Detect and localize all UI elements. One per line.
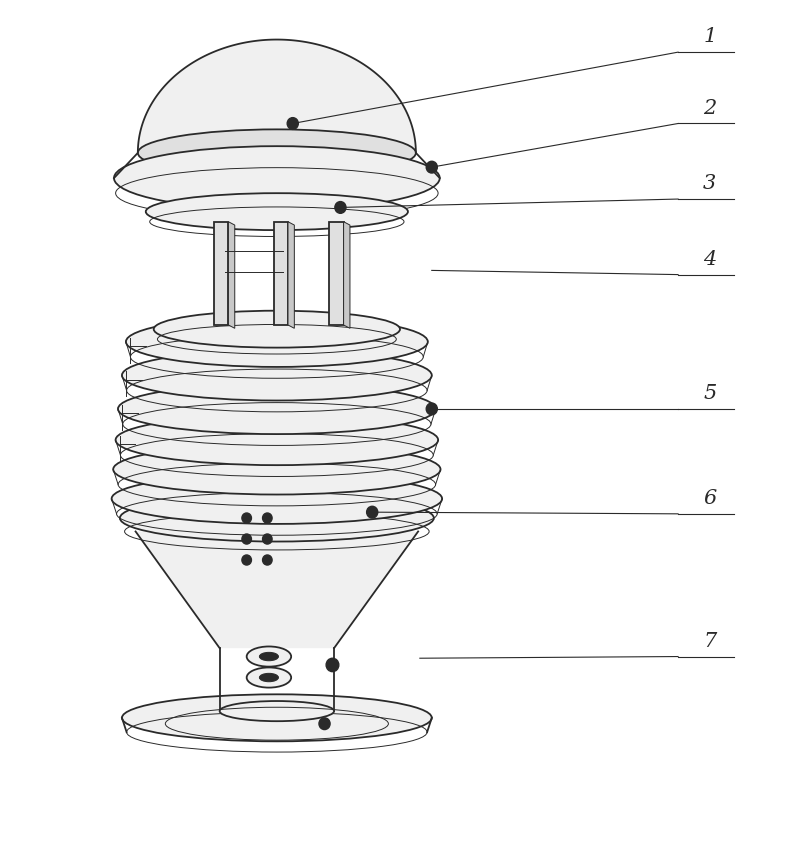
Circle shape — [262, 555, 272, 565]
Ellipse shape — [122, 351, 432, 401]
Ellipse shape — [259, 652, 278, 661]
Circle shape — [262, 534, 272, 544]
Ellipse shape — [246, 668, 291, 688]
Circle shape — [319, 718, 330, 730]
Text: 1: 1 — [703, 27, 717, 46]
Circle shape — [242, 555, 251, 565]
Ellipse shape — [118, 384, 436, 435]
Circle shape — [366, 506, 378, 518]
Bar — [330, 223, 343, 326]
Ellipse shape — [114, 445, 441, 495]
Circle shape — [287, 118, 298, 130]
Circle shape — [242, 534, 251, 544]
Ellipse shape — [259, 674, 278, 682]
Circle shape — [426, 162, 438, 174]
Polygon shape — [138, 41, 416, 154]
Ellipse shape — [154, 311, 400, 349]
Circle shape — [326, 658, 339, 672]
Ellipse shape — [220, 701, 334, 722]
Ellipse shape — [115, 415, 438, 466]
Ellipse shape — [246, 647, 291, 667]
Ellipse shape — [138, 130, 416, 177]
Polygon shape — [288, 223, 294, 329]
Ellipse shape — [126, 317, 428, 367]
Text: 7: 7 — [703, 631, 717, 650]
Text: 6: 6 — [703, 489, 717, 507]
Ellipse shape — [120, 495, 434, 542]
Polygon shape — [229, 223, 234, 329]
Text: 5: 5 — [703, 384, 717, 403]
Ellipse shape — [112, 474, 442, 524]
Ellipse shape — [114, 147, 440, 211]
Text: 3: 3 — [703, 174, 717, 193]
Circle shape — [262, 513, 272, 523]
Ellipse shape — [122, 695, 432, 741]
Bar — [274, 223, 288, 326]
Polygon shape — [343, 223, 350, 329]
Circle shape — [335, 203, 346, 214]
Circle shape — [426, 403, 438, 415]
Bar — [214, 223, 229, 326]
Text: 4: 4 — [703, 250, 717, 268]
Polygon shape — [135, 532, 418, 648]
Ellipse shape — [146, 194, 408, 230]
Text: 2: 2 — [703, 99, 717, 117]
Circle shape — [242, 513, 251, 523]
